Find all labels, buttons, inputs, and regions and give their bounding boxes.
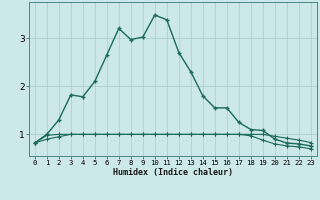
X-axis label: Humidex (Indice chaleur): Humidex (Indice chaleur) bbox=[113, 168, 233, 177]
